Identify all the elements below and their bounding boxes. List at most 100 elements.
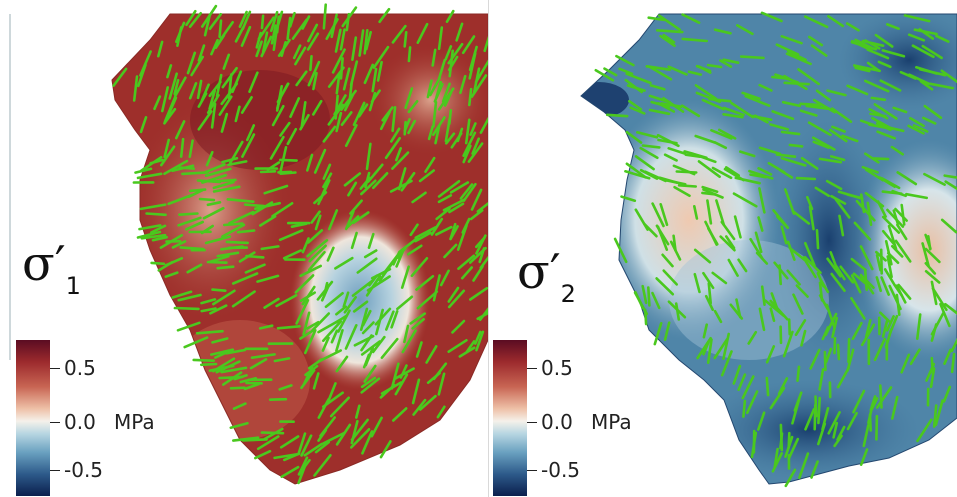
vector-glyph [432, 101, 438, 128]
vector-glyph [780, 156, 807, 167]
vector-glyph [361, 309, 372, 327]
vector-glyph [847, 337, 851, 364]
vector-glyph [447, 286, 460, 303]
vector-glyph [788, 143, 804, 148]
vector-glyph [221, 66, 238, 89]
sigma1-tick-high [50, 368, 60, 369]
vector-glyph [776, 215, 789, 229]
vector-glyph [888, 314, 899, 334]
vector-glyph [278, 158, 298, 162]
vector-glyph [447, 338, 468, 354]
vector-glyph [711, 166, 733, 180]
sigma2-subscript: 2 [560, 280, 576, 308]
vector-glyph [221, 156, 239, 164]
vector-glyph [176, 26, 183, 48]
vector-glyph [651, 202, 665, 228]
vector-glyph [921, 242, 930, 268]
vector-glyph [669, 240, 682, 261]
vector-glyph [460, 266, 474, 280]
vector-glyph [852, 389, 866, 414]
vector-glyph [930, 280, 938, 306]
vector-glyph [171, 240, 187, 249]
vector-glyph [112, 67, 128, 87]
vector-glyph [360, 377, 381, 394]
vector-glyph [470, 74, 488, 98]
vector-glyph [414, 226, 437, 239]
vector-glyph [434, 225, 453, 236]
vector-glyph [800, 156, 819, 170]
vector-glyph [300, 101, 307, 129]
vector-glyph [852, 272, 867, 285]
vector-glyph [702, 340, 710, 356]
vector-glyph [722, 332, 730, 360]
vector-glyph [775, 153, 797, 158]
vector-glyph [322, 3, 328, 30]
vector-glyph [830, 272, 846, 293]
vector-glyph [344, 323, 358, 350]
vector-glyph [176, 321, 201, 332]
vector-glyph [758, 307, 766, 332]
vector-glyph [145, 212, 167, 217]
vector-glyph [859, 448, 869, 467]
vector-glyph [943, 348, 952, 366]
vector-glyph [706, 199, 713, 225]
vector-glyph [786, 269, 801, 286]
vector-glyph [859, 193, 866, 214]
vector-glyph [340, 89, 357, 111]
vector-glyph [259, 170, 277, 174]
vector-glyph [940, 69, 957, 84]
vector-glyph [222, 53, 231, 70]
vector-glyph [780, 225, 788, 245]
vector-glyph [308, 244, 327, 263]
vector-glyph [841, 134, 859, 143]
vector-glyph [875, 122, 892, 132]
vector-glyph [286, 127, 298, 146]
vector-glyph [662, 33, 676, 44]
vector-glyph [667, 147, 687, 155]
vector-glyph [227, 160, 248, 167]
vector-glyph [864, 318, 872, 339]
sigma1-prime: ′ [54, 236, 66, 292]
vector-glyph [291, 18, 308, 40]
vector-glyph [216, 251, 240, 258]
vector-glyph [243, 203, 266, 208]
vector-glyph [803, 255, 822, 275]
vector-glyph [846, 193, 862, 199]
vector-glyph [186, 263, 203, 274]
vector-glyph [767, 161, 786, 174]
vector-glyph [879, 79, 902, 92]
vector-glyph [722, 58, 740, 65]
vector-glyph [163, 159, 189, 176]
vector-glyph [297, 432, 307, 456]
vector-glyph [185, 9, 197, 27]
vector-glyph [289, 97, 301, 118]
vector-glyph [892, 106, 908, 114]
vector-glyph [200, 298, 217, 305]
vector-glyph [811, 136, 836, 151]
vector-glyph [232, 436, 260, 442]
vector-glyph [437, 194, 453, 204]
vector-glyph [362, 353, 371, 369]
vector-glyph [188, 188, 207, 193]
vector-glyph [863, 152, 880, 164]
vector-glyph [749, 173, 768, 179]
vector-glyph [295, 70, 308, 87]
vector-glyph [868, 413, 873, 432]
vector-glyph [271, 202, 294, 218]
vector-glyph [411, 191, 427, 204]
vector-glyph [215, 360, 241, 374]
vector-glyph [838, 214, 845, 237]
vector-glyph [757, 216, 764, 232]
vector-glyph [288, 11, 296, 28]
vector-glyph [780, 34, 803, 45]
vector-glyph [220, 112, 229, 133]
vector-glyph [449, 222, 457, 241]
vector-glyph [211, 288, 227, 293]
sigma2-tick-low [527, 470, 537, 471]
vector-glyph [701, 185, 719, 193]
vector-glyph [234, 105, 241, 123]
vector-glyph [618, 67, 634, 76]
vector-glyph [240, 96, 253, 114]
vector-glyph [363, 364, 377, 383]
vector-glyph [206, 201, 222, 207]
